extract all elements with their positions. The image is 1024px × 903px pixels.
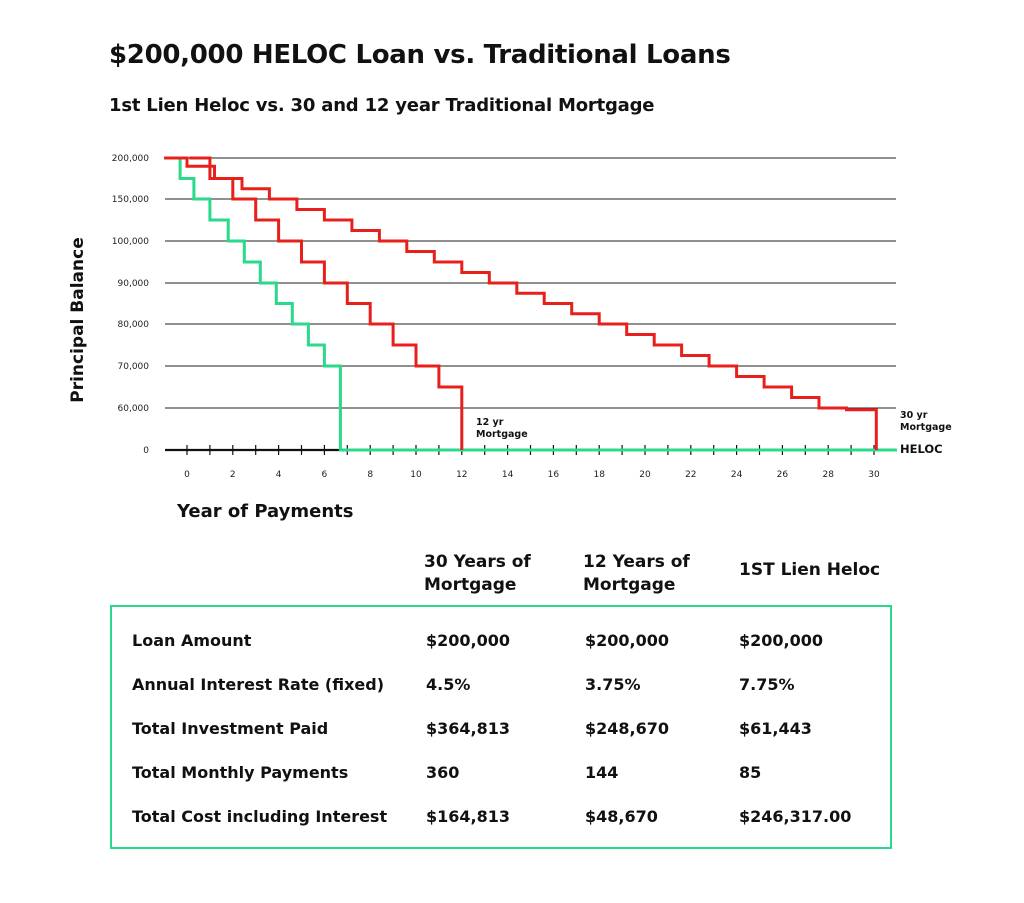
principal-balance-chart: 0 60,000 70,000 80,000 90,000 100,000 150,000 2…: [112, 154, 952, 480]
x-axis-label: Year of Payments: [177, 501, 354, 522]
series-line-30yr: [164, 156, 878, 450]
annotation-heloc: HELOC: [900, 442, 943, 456]
x-tick-label: 18: [593, 470, 605, 480]
y-tick-labels: 0 60,000 70,000 80,000 90,000 100,000 150,000 2…: [112, 154, 149, 456]
cell-heloc: 85: [739, 763, 762, 782]
x-tick-label: 16: [548, 470, 560, 480]
y-tick-label: 150,000: [112, 195, 149, 205]
cell-12yr: 144: [585, 763, 619, 782]
cell-30yr: 4.5%: [426, 675, 471, 694]
x-tick-label: 30: [868, 470, 880, 480]
cell-heloc: $61,443: [739, 719, 812, 738]
cell-12yr: $248,670: [585, 719, 670, 738]
series-line-heloc: [164, 156, 897, 452]
y-tick-label: 60,000: [118, 404, 150, 414]
x-tick-label: 8: [367, 470, 373, 480]
row-label: Total Investment Paid: [132, 719, 329, 738]
annotations: 12 yr Mortgage 30 yr Mortgage HELOC: [476, 410, 952, 456]
y-tick-label: 0: [143, 446, 149, 456]
page-title: $200,000 HELOC Loan vs. Traditional Loan…: [109, 40, 731, 70]
x-tick-label: 26: [777, 470, 789, 480]
cell-30yr: $364,813: [426, 719, 511, 738]
x-tick-label: 6: [322, 470, 328, 480]
x-tick-label: 10: [410, 470, 422, 480]
cell-heloc: 7.75%: [739, 675, 795, 694]
cell-heloc: $200,000: [739, 631, 824, 650]
table-row: Total Investment Paid $364,813 $248,670 …: [112, 719, 890, 743]
table-row: Loan Amount $200,000 $200,000 $200,000: [112, 631, 890, 655]
row-label: Loan Amount: [132, 631, 252, 650]
cell-heloc: $246,317.00: [739, 807, 852, 826]
series-line-12yr: [189, 156, 464, 450]
cell-12yr: $200,000: [585, 631, 670, 650]
annotation-30yr-mortgage: 30 yr Mortgage: [900, 410, 952, 433]
cell-30yr: $200,000: [426, 631, 511, 650]
page-subtitle: 1st Lien Heloc vs. 30 and 12 year Tradit…: [109, 95, 655, 116]
y-tick-label: 70,000: [118, 362, 150, 372]
cell-12yr: 3.75%: [585, 675, 641, 694]
comparison-table: Loan Amount $200,000 $200,000 $200,000 A…: [110, 605, 892, 849]
x-tick-label: 20: [639, 470, 651, 480]
x-tick-label: 12: [456, 470, 467, 480]
x-tick-label: 24: [731, 470, 743, 480]
table-row: Total Monthly Payments 360 144 85: [112, 763, 890, 787]
series-lines: [164, 156, 897, 452]
column-header-30yr: 30 Years of Mortgage: [424, 552, 531, 595]
y-tick-label: 100,000: [112, 237, 149, 247]
column-header-12yr: 12 Years of Mortgage: [583, 552, 690, 595]
annotation-12yr-mortgage: 12 yr Mortgage: [476, 417, 528, 440]
row-label: Total Cost including Interest: [132, 807, 388, 826]
x-tick-label: 28: [822, 470, 834, 480]
cell-12yr: $48,670: [585, 807, 658, 826]
y-tick-label: 90,000: [118, 279, 150, 289]
x-tick-label: 4: [276, 470, 282, 480]
row-label: Total Monthly Payments: [132, 763, 349, 782]
x-tick-label: 14: [502, 470, 514, 480]
x-tick-label: 22: [685, 470, 696, 480]
x-tick-label: 2: [230, 470, 236, 480]
x-tick-label: 0: [184, 470, 190, 480]
cell-30yr: 360: [426, 763, 460, 782]
y-tick-label: 80,000: [118, 320, 150, 330]
row-label: Annual Interest Rate (fixed): [132, 675, 385, 694]
y-tick-label: 200,000: [112, 154, 149, 164]
column-header-heloc: 1ST Lien Heloc: [739, 560, 881, 580]
table-row: Annual Interest Rate (fixed) 4.5% 3.75% …: [112, 675, 890, 699]
cell-30yr: $164,813: [426, 807, 511, 826]
y-axis-label: Principal Balance: [68, 237, 88, 403]
table-row: Total Cost including Interest $164,813 $…: [112, 807, 890, 831]
